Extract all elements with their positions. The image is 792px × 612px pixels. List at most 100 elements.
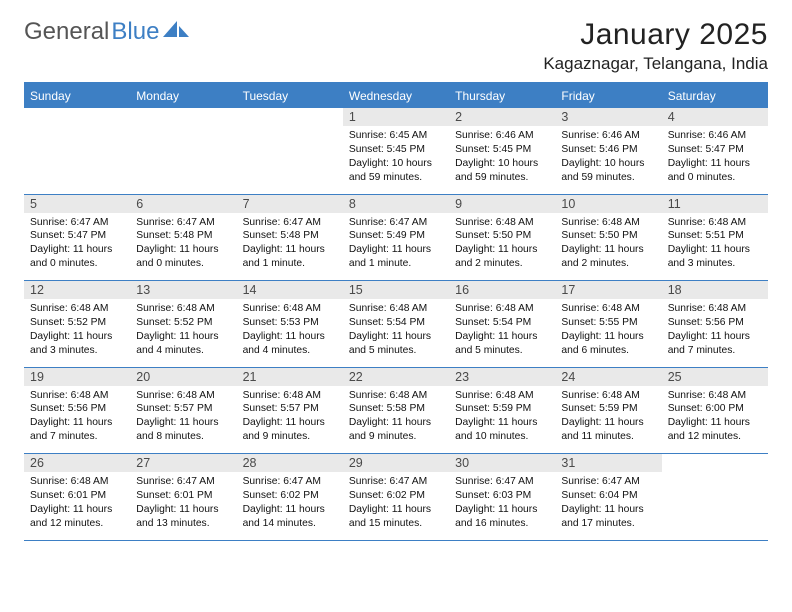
day-detail-cell bbox=[237, 126, 343, 194]
day-number-cell: 22 bbox=[343, 367, 449, 386]
day-detail-cell: Sunrise: 6:47 AMSunset: 6:01 PMDaylight:… bbox=[130, 472, 236, 540]
day-detail-cell: Sunrise: 6:48 AMSunset: 5:52 PMDaylight:… bbox=[24, 299, 130, 367]
day-detail-cell: Sunrise: 6:48 AMSunset: 5:56 PMDaylight:… bbox=[662, 299, 768, 367]
title-block: January 2025 Kagaznagar, Telangana, Indi… bbox=[543, 18, 768, 74]
day-detail-line: Sunrise: 6:48 AM bbox=[243, 302, 337, 316]
day-detail-line: Daylight: 10 hours and 59 minutes. bbox=[561, 157, 655, 185]
day-detail-line: Sunrise: 6:48 AM bbox=[136, 302, 230, 316]
day-detail-line: Daylight: 11 hours and 0 minutes. bbox=[136, 243, 230, 271]
day-detail-line: Sunset: 5:51 PM bbox=[668, 229, 762, 243]
day-detail-line: Sunrise: 6:48 AM bbox=[668, 389, 762, 403]
day-detail-line: Daylight: 10 hours and 59 minutes. bbox=[455, 157, 549, 185]
day-detail-line: Daylight: 11 hours and 13 minutes. bbox=[136, 503, 230, 531]
day-number-cell bbox=[24, 108, 130, 126]
weekday-header: Friday bbox=[555, 83, 661, 108]
day-number-cell bbox=[130, 108, 236, 126]
daynum-row: 567891011 bbox=[24, 194, 768, 213]
day-detail-line: Daylight: 11 hours and 12 minutes. bbox=[30, 503, 124, 531]
day-detail-line: Sunset: 6:02 PM bbox=[349, 489, 443, 503]
day-detail-line: Sunrise: 6:48 AM bbox=[561, 302, 655, 316]
detail-row: Sunrise: 6:45 AMSunset: 5:45 PMDaylight:… bbox=[24, 126, 768, 194]
day-detail-line: Daylight: 11 hours and 0 minutes. bbox=[668, 157, 762, 185]
day-detail-cell: Sunrise: 6:47 AMSunset: 5:48 PMDaylight:… bbox=[130, 213, 236, 281]
day-detail-line: Daylight: 11 hours and 5 minutes. bbox=[455, 330, 549, 358]
day-detail-cell: Sunrise: 6:47 AMSunset: 5:47 PMDaylight:… bbox=[24, 213, 130, 281]
day-detail-line: Sunset: 5:59 PM bbox=[455, 402, 549, 416]
detail-row: Sunrise: 6:48 AMSunset: 5:52 PMDaylight:… bbox=[24, 299, 768, 367]
day-number-cell: 14 bbox=[237, 281, 343, 300]
day-number-cell: 5 bbox=[24, 194, 130, 213]
day-number-cell: 7 bbox=[237, 194, 343, 213]
day-detail-line: Sunrise: 6:48 AM bbox=[561, 216, 655, 230]
day-detail-line: Sunrise: 6:47 AM bbox=[136, 475, 230, 489]
day-detail-line: Sunset: 6:02 PM bbox=[243, 489, 337, 503]
weekday-header: Saturday bbox=[662, 83, 768, 108]
day-detail-cell: Sunrise: 6:45 AMSunset: 5:45 PMDaylight:… bbox=[343, 126, 449, 194]
day-detail-line: Daylight: 11 hours and 3 minutes. bbox=[668, 243, 762, 271]
weekday-header: Thursday bbox=[449, 83, 555, 108]
day-number-cell bbox=[237, 108, 343, 126]
day-detail-line: Sunrise: 6:47 AM bbox=[455, 475, 549, 489]
day-detail-line: Sunrise: 6:48 AM bbox=[668, 216, 762, 230]
day-detail-line: Sunset: 5:54 PM bbox=[349, 316, 443, 330]
day-detail-line: Sunset: 5:50 PM bbox=[561, 229, 655, 243]
day-number-cell: 17 bbox=[555, 281, 661, 300]
day-detail-line: Daylight: 11 hours and 8 minutes. bbox=[136, 416, 230, 444]
day-detail-line: Sunrise: 6:48 AM bbox=[136, 389, 230, 403]
location-subtitle: Kagaznagar, Telangana, India bbox=[543, 54, 768, 74]
day-detail-line: Sunset: 5:58 PM bbox=[349, 402, 443, 416]
day-detail-cell: Sunrise: 6:48 AMSunset: 5:50 PMDaylight:… bbox=[555, 213, 661, 281]
day-detail-cell: Sunrise: 6:48 AMSunset: 5:57 PMDaylight:… bbox=[130, 386, 236, 454]
day-detail-line: Sunset: 6:01 PM bbox=[30, 489, 124, 503]
daynum-row: 262728293031 bbox=[24, 454, 768, 473]
day-detail-line: Sunset: 5:52 PM bbox=[136, 316, 230, 330]
day-detail-cell: Sunrise: 6:48 AMSunset: 5:52 PMDaylight:… bbox=[130, 299, 236, 367]
day-detail-line: Sunrise: 6:46 AM bbox=[455, 129, 549, 143]
day-number-cell: 30 bbox=[449, 454, 555, 473]
day-detail-line: Daylight: 11 hours and 3 minutes. bbox=[30, 330, 124, 358]
day-detail-cell: Sunrise: 6:47 AMSunset: 6:03 PMDaylight:… bbox=[449, 472, 555, 540]
day-number-cell bbox=[662, 454, 768, 473]
day-detail-cell: Sunrise: 6:48 AMSunset: 5:59 PMDaylight:… bbox=[555, 386, 661, 454]
day-detail-cell: Sunrise: 6:47 AMSunset: 5:49 PMDaylight:… bbox=[343, 213, 449, 281]
day-detail-line: Sunrise: 6:47 AM bbox=[349, 475, 443, 489]
day-detail-line: Daylight: 11 hours and 14 minutes. bbox=[243, 503, 337, 531]
day-detail-cell: Sunrise: 6:48 AMSunset: 5:54 PMDaylight:… bbox=[449, 299, 555, 367]
sail-icon bbox=[163, 18, 189, 46]
day-detail-line: Sunset: 5:54 PM bbox=[455, 316, 549, 330]
day-detail-line: Daylight: 11 hours and 2 minutes. bbox=[455, 243, 549, 271]
detail-row: Sunrise: 6:48 AMSunset: 5:56 PMDaylight:… bbox=[24, 386, 768, 454]
day-detail-cell: Sunrise: 6:46 AMSunset: 5:47 PMDaylight:… bbox=[662, 126, 768, 194]
day-detail-line: Sunset: 5:55 PM bbox=[561, 316, 655, 330]
day-detail-line: Sunrise: 6:47 AM bbox=[30, 216, 124, 230]
day-detail-cell: Sunrise: 6:48 AMSunset: 5:50 PMDaylight:… bbox=[449, 213, 555, 281]
detail-row: Sunrise: 6:47 AMSunset: 5:47 PMDaylight:… bbox=[24, 213, 768, 281]
day-detail-line: Sunrise: 6:48 AM bbox=[455, 389, 549, 403]
day-number-cell: 6 bbox=[130, 194, 236, 213]
day-detail-line: Daylight: 11 hours and 0 minutes. bbox=[30, 243, 124, 271]
day-detail-cell: Sunrise: 6:48 AMSunset: 5:55 PMDaylight:… bbox=[555, 299, 661, 367]
day-number-cell: 8 bbox=[343, 194, 449, 213]
day-number-cell: 21 bbox=[237, 367, 343, 386]
day-detail-line: Sunrise: 6:46 AM bbox=[561, 129, 655, 143]
day-detail-line: Sunrise: 6:47 AM bbox=[243, 475, 337, 489]
daynum-row: 1234 bbox=[24, 108, 768, 126]
daynum-row: 19202122232425 bbox=[24, 367, 768, 386]
day-number-cell: 27 bbox=[130, 454, 236, 473]
day-detail-line: Sunrise: 6:48 AM bbox=[30, 302, 124, 316]
day-detail-line: Sunset: 5:50 PM bbox=[455, 229, 549, 243]
calendar-table: Sunday Monday Tuesday Wednesday Thursday… bbox=[24, 82, 768, 541]
day-number-cell: 28 bbox=[237, 454, 343, 473]
day-number-cell: 31 bbox=[555, 454, 661, 473]
day-detail-cell: Sunrise: 6:46 AMSunset: 5:45 PMDaylight:… bbox=[449, 126, 555, 194]
day-detail-line: Daylight: 11 hours and 9 minutes. bbox=[349, 416, 443, 444]
day-detail-cell: Sunrise: 6:47 AMSunset: 6:02 PMDaylight:… bbox=[343, 472, 449, 540]
day-detail-cell: Sunrise: 6:48 AMSunset: 5:58 PMDaylight:… bbox=[343, 386, 449, 454]
day-detail-line: Daylight: 11 hours and 10 minutes. bbox=[455, 416, 549, 444]
day-detail-line: Daylight: 11 hours and 4 minutes. bbox=[136, 330, 230, 358]
day-detail-cell: Sunrise: 6:48 AMSunset: 5:54 PMDaylight:… bbox=[343, 299, 449, 367]
day-detail-cell: Sunrise: 6:48 AMSunset: 5:57 PMDaylight:… bbox=[237, 386, 343, 454]
daynum-row: 12131415161718 bbox=[24, 281, 768, 300]
day-number-cell: 29 bbox=[343, 454, 449, 473]
day-detail-line: Daylight: 11 hours and 5 minutes. bbox=[349, 330, 443, 358]
